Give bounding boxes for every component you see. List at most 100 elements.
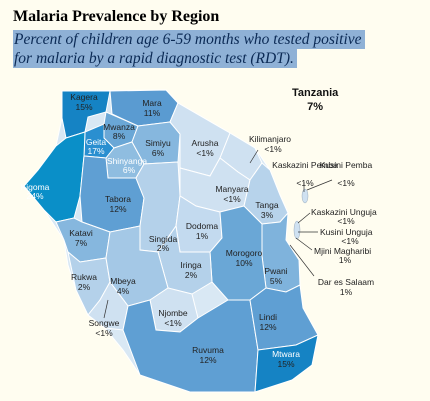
region-kusini-pemba-name: Kusini Pemba bbox=[320, 160, 373, 170]
region-simiyu-value: 6% bbox=[152, 148, 165, 158]
region-tanga-value: 3% bbox=[261, 210, 274, 220]
region-kagera-label: Kagera 15% bbox=[70, 92, 98, 112]
region-geita-label: Geita 17% bbox=[86, 137, 107, 156]
region-pwani-label: Pwani 5% bbox=[264, 266, 287, 286]
region-tabora-label: Tabora 12% bbox=[105, 194, 131, 214]
region-manyara-label: Manyara <1% bbox=[215, 184, 248, 204]
region-kagera-value: 15% bbox=[75, 102, 92, 112]
leader-lines bbox=[103, 149, 333, 319]
region-singida-name: Singida bbox=[149, 234, 178, 244]
region-rukwa-name: Rukwa bbox=[71, 272, 97, 282]
region-kusini-pemba-label: Kusini Pemba <1% bbox=[320, 160, 373, 188]
region-shinyanga-value: 6% bbox=[123, 165, 136, 175]
region-mjini-magharibi-value: 1% bbox=[339, 255, 352, 265]
region-mara-label: Mara 11% bbox=[142, 98, 162, 118]
region-mbeya-value: 4% bbox=[117, 286, 130, 296]
region-singida-value: 2% bbox=[157, 243, 170, 253]
country-summary: Tanzania 7% bbox=[292, 86, 338, 114]
region-mtwara-value: 15% bbox=[277, 359, 294, 369]
region-morogoro-value: 10% bbox=[235, 258, 252, 268]
region-morogoro-name: Morogoro bbox=[226, 248, 263, 258]
region-geita-name: Geita bbox=[86, 137, 107, 147]
region-kagera-name: Kagera bbox=[70, 92, 98, 102]
region-katavi-label: Katavi 7% bbox=[69, 228, 93, 248]
region-simiyu-name: Simiyu bbox=[145, 138, 171, 148]
region-geita-value: 17% bbox=[87, 146, 104, 156]
region-mjini-magharibi-label: Mjini Magharibi 1% bbox=[314, 246, 371, 265]
region-kilimanjaro-name: Kilimanjaro bbox=[249, 134, 291, 144]
region-songwe-name: Songwe bbox=[89, 318, 120, 328]
region-dodoma-name: Dodoma bbox=[186, 221, 218, 231]
region-njombe-value: <1% bbox=[164, 318, 182, 328]
region-kigoma-label: Kigoma 24% bbox=[21, 182, 50, 201]
region-manyara-value: <1% bbox=[223, 194, 241, 204]
country-value: 7% bbox=[307, 101, 324, 113]
region-njombe-name: Njombe bbox=[158, 308, 188, 318]
region-rukwa-value: 2% bbox=[78, 282, 91, 292]
region-shinyanga-label: Shinyanga 6% bbox=[107, 156, 147, 175]
region-kigoma bbox=[23, 131, 86, 223]
region-dodoma-value: 1% bbox=[196, 231, 209, 241]
region-tanga-name: Tanga bbox=[255, 200, 278, 210]
region-shinyanga-name: Shinyanga bbox=[107, 156, 147, 166]
region-songwe-value: <1% bbox=[95, 328, 113, 338]
region-katavi-name: Katavi bbox=[69, 228, 93, 238]
region-lindi-label: Lindi 12% bbox=[259, 312, 277, 332]
map-subtitle-line-2: for malaria by a rapid diagnostic test (… bbox=[13, 49, 297, 68]
region-arusha-name: Arusha bbox=[192, 138, 219, 148]
region-njombe-label: Njombe <1% bbox=[158, 308, 188, 328]
region-kusini-unguja-value: <1% bbox=[341, 236, 359, 246]
map-subtitle-line-1: Percent of children age 6-59 months who … bbox=[13, 30, 365, 49]
region-kaskazini-pemba-label: Kaskazini Pemba <1% bbox=[272, 160, 338, 188]
region-pwani-name: Pwani bbox=[264, 266, 287, 276]
region-pwani-value: 5% bbox=[270, 276, 283, 286]
region-tabora-name: Tabora bbox=[105, 194, 131, 204]
region-mwanza-value: 8% bbox=[113, 131, 126, 141]
region-lindi-value: 12% bbox=[259, 322, 276, 332]
region-lindi-name: Lindi bbox=[259, 312, 277, 322]
region-dar-es-salaam-name: Dar es Salaam bbox=[318, 277, 374, 287]
region-kilimanjaro-value: <1% bbox=[264, 144, 282, 154]
region-mwanza-name: Mwanza bbox=[103, 122, 135, 132]
island-pemba bbox=[301, 188, 309, 204]
region-mara-value: 11% bbox=[144, 108, 161, 118]
region-ruvuma-value: 12% bbox=[199, 355, 216, 365]
region-mwanza-label: Mwanza 8% bbox=[103, 122, 135, 141]
region-mtwara bbox=[254, 334, 319, 393]
region-mtwara-label: Mtwara 15% bbox=[272, 349, 300, 369]
region-tanga-label: Tanga 3% bbox=[255, 200, 278, 220]
region-kaskazini-unguja-label: Kaskazini Unguja <1% bbox=[311, 207, 377, 226]
region-kusini-unguja-name: Kusini Unguja bbox=[320, 227, 373, 237]
region-kaskazini-pemba-value: <1% bbox=[296, 178, 314, 188]
region-arusha-label: Arusha <1% bbox=[192, 138, 219, 158]
region-kaskazini-unguja-value: <1% bbox=[337, 216, 355, 226]
region-ruvuma-label: Ruvuma 12% bbox=[192, 345, 224, 365]
region-kilimanjaro-label: Kilimanjaro <1% bbox=[249, 134, 291, 154]
region-simiyu-label: Simiyu 6% bbox=[145, 138, 171, 158]
region-songwe-label: Songwe <1% bbox=[89, 318, 120, 338]
region-dar-es-salaam-value: 1% bbox=[340, 287, 353, 297]
region-mara-name: Mara bbox=[142, 98, 162, 108]
region-mjini-magharibi-name: Mjini Magharibi bbox=[314, 246, 371, 256]
region-morogoro-label: Morogoro 10% bbox=[226, 248, 263, 268]
region-iringa-label: Iringa 2% bbox=[180, 260, 202, 280]
region-mbeya-name: Mbeya bbox=[110, 276, 136, 286]
region-kusini-pemba-value: <1% bbox=[337, 178, 355, 188]
island-unguja bbox=[293, 220, 301, 240]
region-arusha-value: <1% bbox=[196, 148, 214, 158]
region-katavi-value: 7% bbox=[75, 238, 88, 248]
map-title: Malaria Prevalence by Region bbox=[13, 8, 220, 25]
region-dodoma-label: Dodoma 1% bbox=[186, 221, 218, 241]
region-iringa-name: Iringa bbox=[180, 260, 202, 270]
region-ruvuma-name: Ruvuma bbox=[192, 345, 224, 355]
region-mbeya-label: Mbeya 4% bbox=[110, 276, 136, 296]
region-tabora-value: 12% bbox=[109, 204, 126, 214]
region-manyara-name: Manyara bbox=[215, 184, 248, 194]
region-rukwa-label: Rukwa 2% bbox=[71, 272, 97, 292]
region-kusini-unguja-label: Kusini Unguja <1% bbox=[320, 227, 373, 246]
region-singida-label: Singida 2% bbox=[149, 234, 178, 253]
region-kagera bbox=[61, 90, 111, 139]
region-ruvuma bbox=[122, 299, 259, 393]
region-mtwara-name: Mtwara bbox=[272, 349, 300, 359]
